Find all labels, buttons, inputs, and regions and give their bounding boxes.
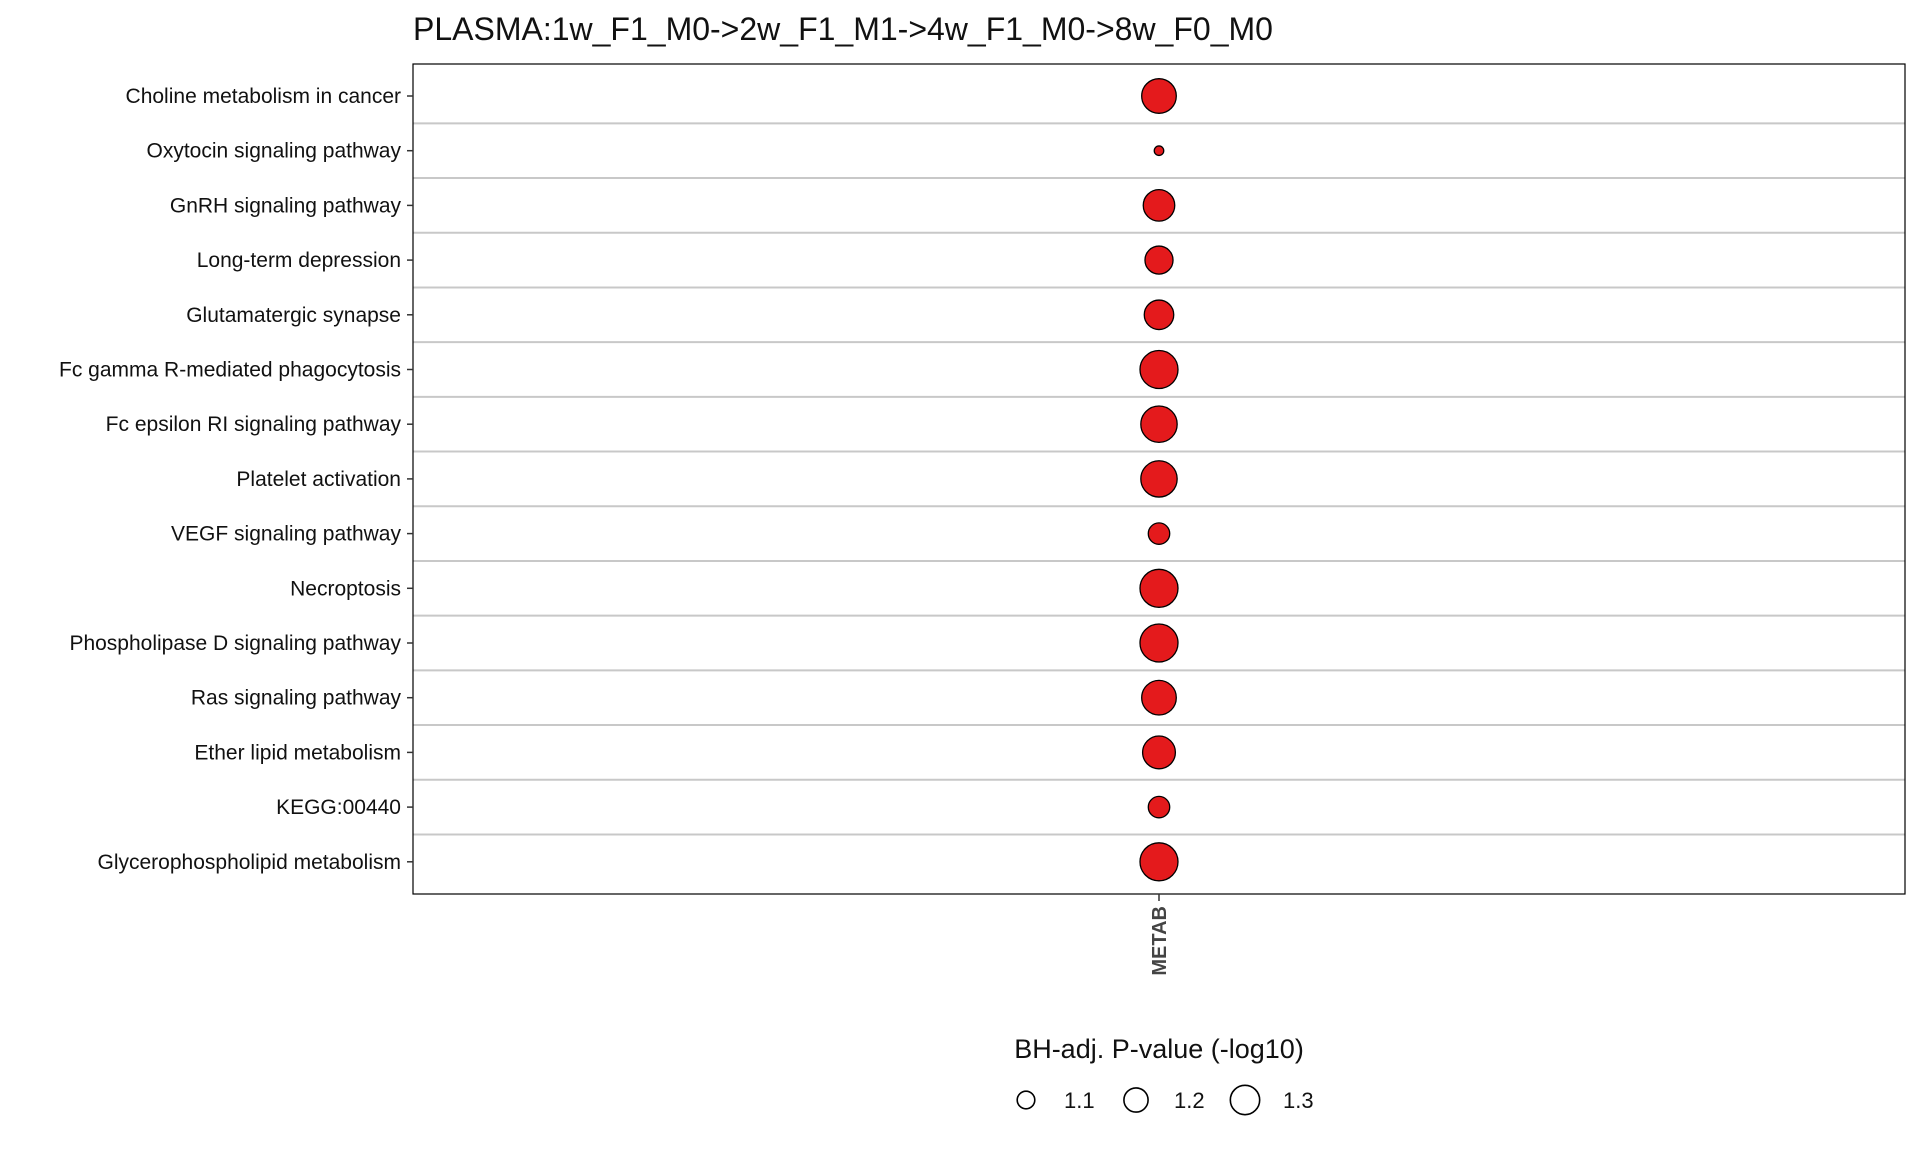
data-point — [1140, 405, 1178, 444]
legend-key — [1123, 1087, 1149, 1113]
pathway-label: Ras signaling pathway — [191, 687, 402, 710]
data-point — [1143, 299, 1175, 331]
data-point — [1140, 460, 1178, 498]
pathway-label: KEGG:00440 — [276, 796, 401, 819]
pathway-label: Phospholipase D signaling pathway — [69, 632, 401, 655]
chart-title: PLASMA:1w_F1_M0->2w_F1_M1->4w_F1_M0->8w_… — [413, 11, 1273, 47]
data-point — [1139, 842, 1179, 882]
pathway-label: VEGF signaling pathway — [171, 523, 401, 546]
grid-lines — [413, 122, 1905, 836]
pathway-label: Fc epsilon RI signaling pathway — [106, 413, 402, 436]
data-point — [1153, 145, 1165, 157]
legend-key — [1016, 1090, 1036, 1110]
pathway-label: Glutamatergic synapse — [186, 304, 401, 327]
legend-label: 1.3 — [1283, 1088, 1314, 1113]
pathway-label: Necroptosis — [290, 577, 401, 600]
pathway-label: GnRH signaling pathway — [170, 194, 402, 217]
data-point — [1147, 795, 1171, 819]
x-tick-label: METAB — [1149, 906, 1171, 976]
data-point — [1139, 349, 1179, 390]
pathway-label: Platelet activation — [236, 468, 401, 491]
data-point — [1142, 188, 1176, 222]
x-axis: METAB — [1149, 894, 1171, 976]
legend-label: 1.2 — [1174, 1088, 1205, 1113]
data-points — [1139, 78, 1179, 882]
pathway-label: Long-term depression — [197, 249, 401, 272]
pathway-label: Fc gamma R-mediated phagocytosis — [59, 359, 401, 382]
pathway-label: Glycerophospholipid metabolism — [98, 851, 402, 874]
data-point — [1139, 623, 1179, 663]
data-point — [1141, 78, 1177, 114]
pathway-label: Choline metabolism in cancer — [126, 85, 401, 108]
data-point — [1141, 735, 1177, 770]
legend-key — [1229, 1084, 1261, 1116]
data-point — [1144, 245, 1174, 275]
data-point — [1147, 522, 1171, 545]
legend-label: 1.1 — [1064, 1088, 1095, 1113]
size-legend: BH-adj. P-value (-log10) 1.1 1.2 1.3 — [1014, 1034, 1314, 1116]
pathway-label: Oxytocin signaling pathway — [147, 140, 402, 163]
legend-title: BH-adj. P-value (-log10) — [1014, 1034, 1304, 1064]
data-point — [1141, 679, 1177, 716]
data-point — [1139, 568, 1179, 608]
y-axis: Choline metabolism in cancer Oxytocin sig… — [59, 85, 413, 874]
pathway-label: Ether lipid metabolism — [194, 741, 401, 764]
